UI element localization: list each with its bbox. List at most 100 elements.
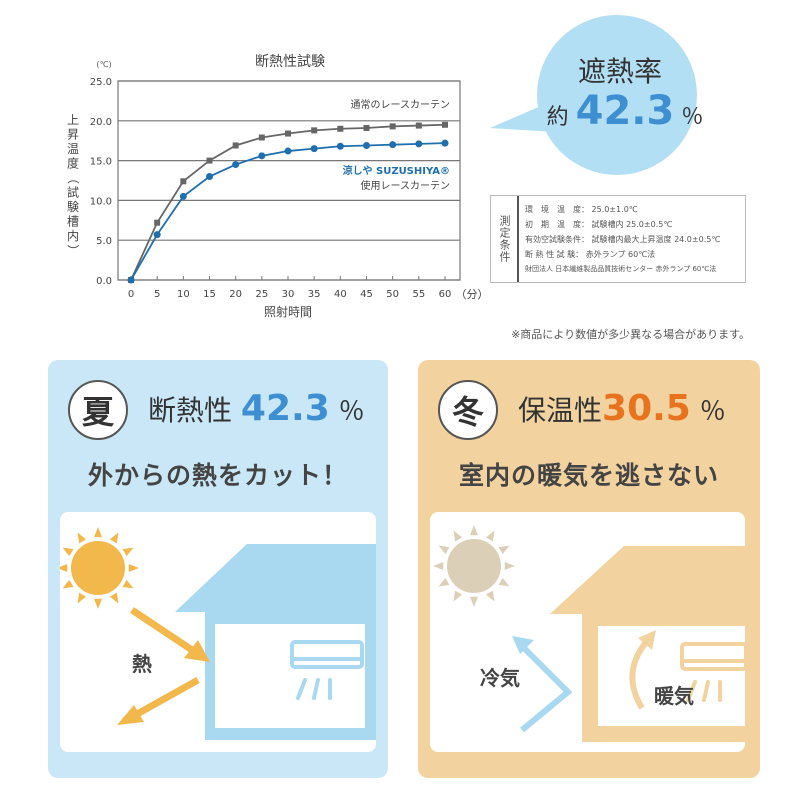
data-point bbox=[285, 130, 291, 137]
data-point bbox=[154, 219, 161, 226]
winter-headline: 保温性30.5 ％ bbox=[518, 388, 726, 429]
sun-ray bbox=[109, 532, 119, 544]
data-point bbox=[180, 178, 187, 185]
sun-icon bbox=[60, 527, 139, 609]
cold-air-arrow-icon bbox=[512, 636, 573, 733]
data-point bbox=[258, 134, 265, 141]
sun-ray bbox=[485, 530, 495, 542]
winter-illustration: 冷気 暖気 bbox=[430, 512, 745, 752]
summer-badge: 夏 bbox=[68, 380, 128, 440]
measurement-conditions: 測定条件 環 境 温 度： 25.0±1.0℃ 初 期 温 度： 試験槽内 25… bbox=[490, 195, 746, 283]
bubble-title: 遮熱率 bbox=[577, 55, 662, 88]
x-tick-label: 55 bbox=[412, 289, 425, 300]
winter-badge: 冬 bbox=[438, 380, 498, 440]
sun-ray bbox=[62, 579, 74, 589]
y-axis-title: 上昇温度（試験槽内） bbox=[66, 113, 80, 257]
data-point bbox=[389, 123, 396, 130]
sun-ray bbox=[438, 545, 450, 555]
x-tick-label: 10 bbox=[177, 289, 190, 300]
winter-panel: 冬 保温性30.5 ％ 室内の暖気を逃さない bbox=[418, 360, 760, 778]
x-tick-label: 45 bbox=[360, 289, 373, 300]
sun-ray bbox=[438, 577, 450, 587]
svg-text:涼しや SUZUSHIYA®: 涼しや SUZUSHIYA® bbox=[343, 164, 450, 177]
legend-suzushiya: 涼しや SUZUSHIYA® 使用レースカーテン bbox=[343, 164, 450, 192]
x-unit: （分） bbox=[456, 288, 489, 301]
y-unit: (℃) bbox=[96, 60, 111, 69]
x-tick-label: 15 bbox=[203, 289, 216, 300]
svg-text:内: 内 bbox=[67, 229, 79, 243]
x-tick-label: 5 bbox=[154, 289, 160, 300]
sun-ray bbox=[77, 592, 87, 604]
sun-ray bbox=[453, 590, 463, 602]
chart-title: 断熱性試験 bbox=[255, 54, 325, 70]
svg-text:試: 試 bbox=[67, 185, 79, 200]
x-tick-label: 35 bbox=[308, 289, 321, 300]
y-tick-label: 10.0 bbox=[90, 196, 112, 207]
y-tick-label: 25.0 bbox=[90, 77, 112, 88]
svg-text:温: 温 bbox=[67, 142, 79, 156]
air-conditioner-icon bbox=[680, 642, 745, 702]
data-point bbox=[232, 161, 240, 169]
condition-row: 断 熱 性 試 験： 赤外ランプ 60℃法 bbox=[525, 250, 656, 259]
data-point bbox=[310, 145, 318, 153]
sun-ray bbox=[469, 525, 479, 536]
svg-text:（: （ bbox=[66, 172, 80, 184]
condition-row: 環 境 温 度： 25.0±1.0℃ bbox=[525, 205, 638, 214]
sun-ray bbox=[433, 561, 444, 571]
air-conditioner-icon bbox=[290, 640, 364, 700]
y-tick-label: 0.0 bbox=[96, 276, 112, 287]
sun-ray bbox=[93, 527, 103, 538]
sun-ray bbox=[498, 545, 510, 555]
summer-subtitle: 外からの熱をカット！ bbox=[87, 461, 348, 490]
y-tick-label: 20.0 bbox=[90, 117, 112, 128]
sun-icon bbox=[433, 525, 515, 607]
sun-ray bbox=[109, 592, 119, 604]
data-point bbox=[311, 127, 318, 134]
insulation-chart: 断熱性試験 (℃) 照射時間 （分） 上昇温度（試験槽内） 0.0 5.0 10.0… bbox=[66, 54, 489, 319]
x-tick-label: 60 bbox=[439, 289, 452, 300]
sun-ray bbox=[498, 577, 510, 587]
data-point bbox=[441, 139, 449, 147]
warm-air-arrow-icon bbox=[629, 630, 656, 710]
condition-footer: 財団法人 日本繊維製品品質技術センター 赤外ランプ 60℃法 bbox=[525, 265, 717, 273]
data-point bbox=[442, 121, 448, 128]
x-tick-label: 0 bbox=[128, 289, 134, 300]
svg-text:度: 度 bbox=[67, 156, 79, 171]
x-axis-title: 照射時間 bbox=[264, 304, 312, 319]
sun-ray bbox=[77, 532, 87, 544]
legend-normal: 通常のレースカーテン bbox=[351, 98, 451, 111]
y-tick-label: 15.0 bbox=[90, 157, 112, 168]
heat-label: 熱 bbox=[132, 652, 152, 676]
series-line-1 bbox=[130, 142, 446, 281]
data-point bbox=[363, 124, 370, 131]
data-point bbox=[258, 152, 266, 160]
data-point bbox=[179, 192, 187, 200]
disclaimer-note: ※商品により数値が多少異なる場合があります。 bbox=[511, 328, 750, 341]
heat-arrow-in-icon bbox=[130, 607, 210, 662]
sun-ray bbox=[453, 530, 463, 542]
svg-text:験: 験 bbox=[67, 199, 79, 214]
x-tick-label: 40 bbox=[334, 289, 347, 300]
cold-air-label: 冷気 bbox=[480, 666, 520, 690]
svg-text:）: ） bbox=[66, 244, 80, 256]
data-point bbox=[363, 141, 370, 149]
data-point bbox=[336, 142, 344, 150]
sun-ray bbox=[62, 547, 74, 557]
data-point bbox=[337, 125, 344, 132]
summer-headline: 断熱性 42.3 ％ bbox=[148, 388, 365, 429]
x-tick-label: 20 bbox=[229, 289, 242, 300]
sun-ray bbox=[122, 579, 134, 589]
x-tick-label: 50 bbox=[386, 289, 399, 300]
sun-ray bbox=[128, 563, 139, 573]
data-point bbox=[389, 141, 397, 149]
y-tick-label: 5.0 bbox=[96, 236, 112, 247]
data-point bbox=[206, 173, 213, 181]
x-tick-label: 30 bbox=[282, 289, 295, 300]
data-point bbox=[206, 157, 213, 164]
sun-ray bbox=[122, 547, 134, 557]
data-point bbox=[153, 231, 161, 239]
data-point bbox=[415, 122, 422, 129]
conditions-heading: 測定条件 bbox=[491, 196, 519, 282]
svg-text:昇: 昇 bbox=[67, 128, 79, 142]
svg-text:使用レースカーテン: 使用レースカーテン bbox=[361, 179, 451, 192]
